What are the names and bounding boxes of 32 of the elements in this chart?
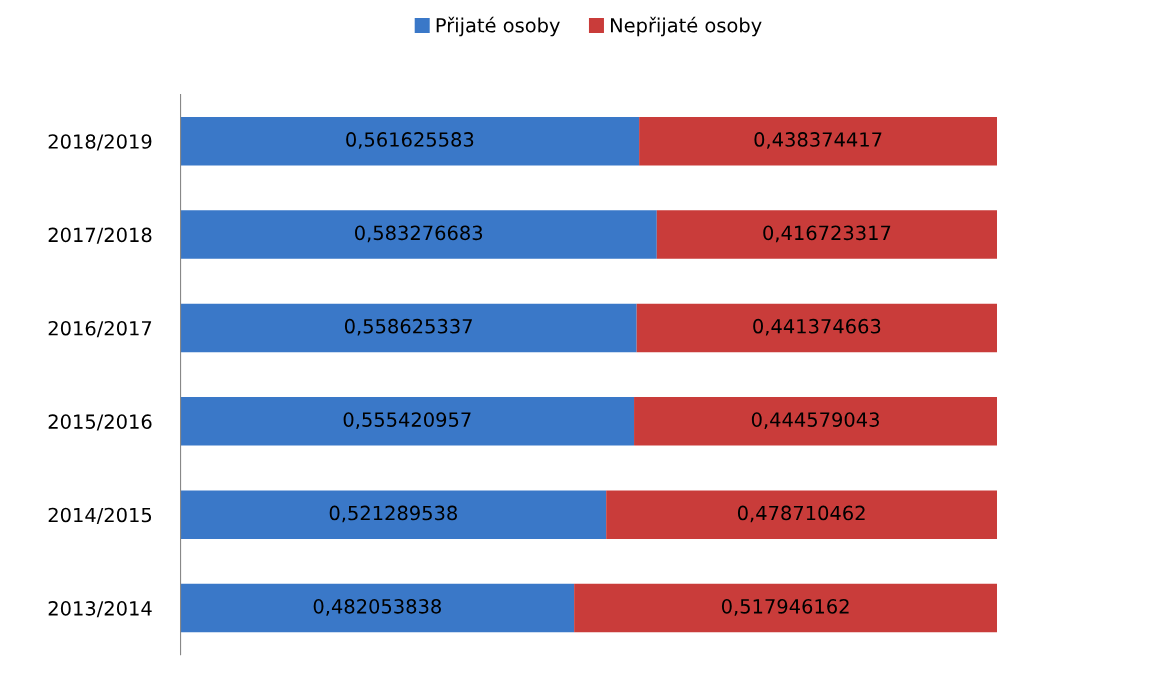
- data-label: 0,416723317: [763, 225, 891, 243]
- data-label: 0,561625583: [346, 132, 474, 149]
- data-label: 0,441374663: [753, 318, 881, 336]
- bar: [180, 210, 657, 259]
- y-tick-label: 2018/2019: [48, 134, 152, 151]
- data-label: 0,478710462: [737, 505, 865, 523]
- bar: [636, 303, 998, 353]
- data-label: 0,482053838: [313, 599, 441, 616]
- data-label: 0,558625337: [344, 318, 472, 336]
- data-label: 0,555420957: [343, 412, 471, 429]
- bar: [656, 210, 998, 259]
- legend-label: Nepřijaté osoby: [611, 16, 762, 37]
- bar: [180, 490, 607, 539]
- bar: [180, 397, 635, 446]
- data-label: 0,444579043: [751, 412, 879, 429]
- data-label: 0,517946162: [721, 599, 849, 616]
- y-tick-label: 2016/2017: [48, 320, 152, 338]
- data-label: 0,438374417: [754, 132, 882, 149]
- bar: [639, 116, 998, 166]
- y-tick-label: 2015/2016: [48, 414, 152, 431]
- y-tick-label: 2013/2014: [48, 601, 152, 618]
- bar: [574, 583, 998, 633]
- bar: [180, 303, 637, 353]
- y-tick-label: 2014/2015: [48, 507, 152, 524]
- y-tick-label: 2017/2018: [48, 227, 152, 244]
- bar: [634, 397, 998, 446]
- legend-label: Přijaté osoby: [436, 16, 560, 37]
- bar: [180, 116, 640, 166]
- data-label: 0,521289538: [329, 505, 457, 523]
- bar: [606, 490, 998, 539]
- bar: [180, 583, 575, 633]
- data-label: 0,583276683: [355, 225, 483, 243]
